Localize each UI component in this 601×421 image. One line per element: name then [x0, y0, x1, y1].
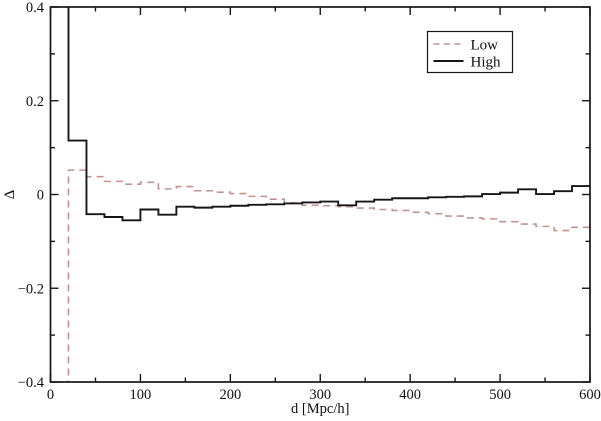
legend-box [426, 30, 514, 74]
series-layer [67, 7, 590, 382]
y-tick-label: 0 [37, 188, 44, 204]
x-tick-label: 200 [219, 387, 241, 403]
y-tick-label: 0.2 [26, 94, 44, 110]
legend-label-high: High [471, 55, 502, 71]
x-axis-label: d [Mpc/h] [291, 401, 349, 417]
tick-label-layer: 0 100 200 300 400 500 600 0.4 0.2 0 −0.2 −0.4 [18, 0, 601, 403]
x-tick-label: 100 [130, 387, 152, 403]
x-tick-label: 600 [579, 387, 601, 403]
x-tick-label: 0 [47, 387, 54, 403]
y-tick-label: −0.4 [18, 375, 45, 391]
series-high-line [67, 7, 590, 222]
legend-label-low: Low [471, 38, 499, 54]
y-tick-label: 0.4 [26, 0, 45, 16]
x-tick-label: 400 [399, 387, 421, 403]
x-tick-label: 300 [309, 387, 331, 403]
axis-label-layer: d [Mpc/h] Δ [2, 189, 349, 417]
x-tick-label: 500 [489, 387, 511, 403]
y-axis-label: Δ [2, 189, 18, 199]
series-low-line [67, 169, 590, 382]
y-tick-label: −0.2 [18, 281, 44, 297]
axes-layer [49, 6, 591, 383]
